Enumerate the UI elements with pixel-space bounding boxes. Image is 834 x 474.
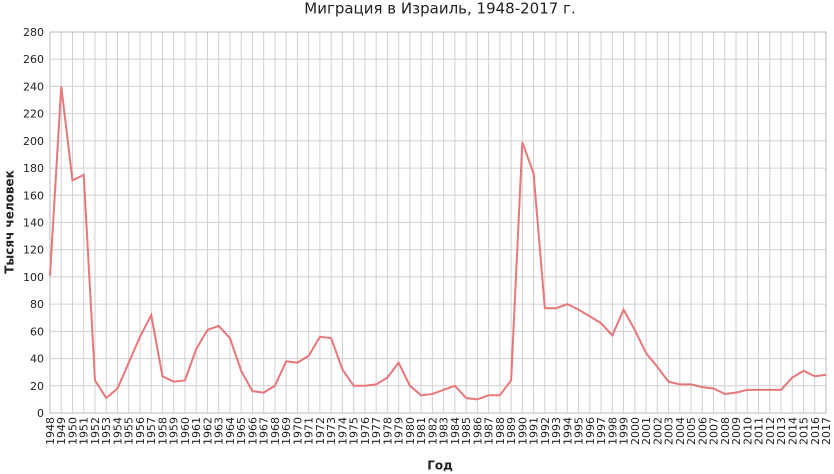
x-tick-label: 2003 [663, 417, 676, 445]
x-tick-label: 1984 [449, 417, 462, 445]
x-tick-label: 2011 [753, 417, 766, 445]
x-tick-label: 1983 [438, 417, 451, 445]
x-tick-label: 1999 [618, 417, 631, 445]
x-tick-label: 2013 [775, 417, 788, 445]
x-tick-label: 1973 [325, 417, 338, 445]
x-tick-label: 1974 [336, 417, 349, 445]
x-tick-label: 1995 [573, 417, 586, 445]
x-tick-label: 1962 [201, 417, 214, 445]
x-tick-label: 1994 [561, 417, 574, 445]
x-tick-label: 1987 [483, 417, 496, 445]
x-tick-label: 1986 [471, 417, 484, 445]
x-tick-label: 2006 [696, 417, 709, 445]
y-tick-label: 0 [37, 407, 44, 420]
y-tick-label: 20 [30, 380, 44, 393]
x-tick-label: 2012 [764, 417, 777, 445]
y-tick-label: 120 [23, 244, 44, 257]
y-tick-label: 260 [23, 53, 44, 66]
x-tick-label: 1970 [291, 417, 304, 445]
x-tick-label: 1990 [516, 417, 529, 445]
x-tick-label: 1989 [505, 417, 518, 445]
x-tick-label: 2007 [708, 417, 721, 445]
x-tick-label: 2014 [786, 417, 799, 445]
chart-title: Миграция в Израиль, 1948-2017 г. [304, 0, 575, 18]
x-tick-label: 1949 [55, 417, 68, 445]
x-tick-label: 1957 [145, 417, 158, 445]
x-tick-label: 1956 [134, 417, 147, 445]
x-tick-label: 1988 [494, 417, 507, 445]
x-tick-label: 1991 [528, 417, 541, 445]
x-tick-label: 1977 [370, 417, 383, 445]
y-tick-label: 80 [30, 298, 44, 311]
x-tick-label: 1997 [595, 417, 608, 445]
x-tick-label: 1965 [235, 417, 248, 445]
y-tick-label: 240 [23, 80, 44, 93]
line [49, 86, 827, 401]
x-tick-label: 1951 [78, 417, 91, 445]
x-tick-label: 2015 [798, 417, 811, 445]
x-tick-label: 2000 [629, 417, 642, 445]
x-tick-label: 1955 [123, 417, 136, 445]
y-tick-label: 280 [23, 26, 44, 39]
y-tick-label: 140 [23, 217, 44, 230]
x-tick-label: 1967 [258, 417, 271, 445]
x-tick-label: 2016 [809, 417, 822, 445]
x-tick-label: 1978 [381, 417, 394, 445]
x-tick-label: 2004 [674, 417, 687, 445]
x-tick-label: 1982 [426, 417, 439, 445]
y-axis-label: Тысяч человек [3, 170, 17, 274]
y-tick-label: 60 [30, 325, 44, 338]
y-tick-label: 100 [23, 271, 44, 284]
x-tick-label: 2008 [719, 417, 732, 445]
y-tick-label: 220 [23, 108, 44, 121]
x-tick-label: 1969 [280, 417, 293, 445]
y-tick-label: 40 [30, 353, 44, 366]
x-tick-label: 2001 [640, 417, 653, 445]
x-tick-label: 1975 [348, 417, 361, 445]
x-tick-label: 2010 [741, 417, 754, 445]
plot-border [49, 31, 827, 414]
x-tick-label: 2005 [685, 417, 698, 445]
x-tick-label: 1976 [359, 417, 372, 445]
x-tick-label: 1971 [303, 417, 316, 445]
x-tick-label: 2017 [820, 417, 833, 445]
x-tick-label: 1959 [168, 417, 181, 445]
x-tick-label: 2002 [651, 417, 664, 445]
x-tick-label: 1993 [550, 417, 563, 445]
x-tick-label: 1979 [393, 417, 406, 445]
x-axis-label: Год [427, 459, 453, 473]
x-tick-label: 1968 [269, 417, 282, 445]
x-tick-label: 1998 [606, 417, 619, 445]
y-tick-label: 180 [23, 162, 44, 175]
x-tick-label: 1996 [584, 417, 597, 445]
x-tick-label: 1948 [44, 417, 57, 445]
x-tick-label: 1980 [404, 417, 417, 445]
y-tick-label: 200 [23, 135, 44, 148]
y-tick-label: 160 [23, 189, 44, 202]
x-tick-label: 1985 [460, 417, 473, 445]
x-tick-label: 1966 [246, 417, 259, 445]
x-tick-label: 1992 [539, 417, 552, 445]
x-tick-label: 1972 [314, 417, 327, 445]
x-tick-label: 1954 [111, 417, 124, 445]
x-tick-label: 1952 [89, 417, 102, 445]
x-tick-label: 1963 [213, 417, 226, 445]
x-tick-label: 1964 [224, 417, 237, 445]
x-tick-label: 1958 [156, 417, 169, 445]
x-tick-label: 1950 [66, 417, 79, 445]
x-tick-label: 1960 [179, 417, 192, 445]
x-tick-label: 1961 [190, 417, 203, 445]
x-tick-label: 1981 [415, 417, 428, 445]
x-tick-label: 2009 [730, 417, 743, 445]
x-tick-label: 1953 [100, 417, 113, 445]
